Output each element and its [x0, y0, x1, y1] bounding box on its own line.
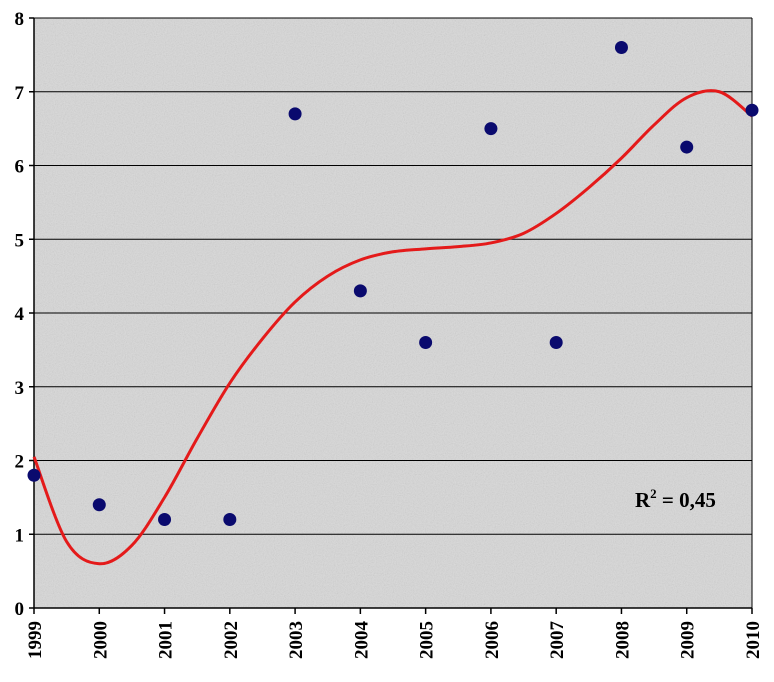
y-tick-label: 5: [15, 230, 25, 251]
x-axis-ticks: 1999 2000 2001 2002 2003 2004 2005 2006 2007 2008…: [25, 608, 764, 659]
data-point: [27, 468, 41, 482]
r2-base: R: [635, 488, 651, 512]
y-tick-label: 7: [15, 83, 25, 104]
y-tick-label: 8: [15, 9, 25, 30]
x-tick-label: 2008: [612, 621, 633, 659]
x-tick-label: 2005: [417, 621, 438, 659]
x-tick-label: 2006: [482, 621, 503, 659]
y-tick-label: 3: [15, 378, 25, 399]
data-point: [353, 284, 367, 298]
r2-superscript: 2: [650, 486, 657, 501]
data-point: [484, 122, 498, 136]
data-point: [680, 140, 694, 154]
r2-value: = 0,45: [657, 488, 716, 512]
x-tick-label: 2000: [90, 621, 111, 659]
data-point: [92, 498, 106, 512]
x-tick-label: 2003: [286, 621, 307, 659]
data-points: [27, 41, 759, 526]
data-point: [419, 336, 433, 349]
gridlines: [34, 17, 752, 535]
data-point: [288, 107, 302, 121]
x-tick-label: 2007: [547, 621, 568, 660]
x-tick-label: 2002: [221, 621, 242, 659]
data-point: [223, 513, 237, 526]
data-point: [158, 513, 172, 526]
x-tick-label: 2004: [351, 621, 372, 660]
r-squared-annotation: R2 = 0,45: [635, 486, 716, 512]
x-tick-label: 1999: [25, 621, 46, 659]
y-tick-label: 1: [15, 525, 25, 546]
x-tick-label: 2009: [678, 621, 699, 659]
y-tick-label: 0: [15, 599, 25, 620]
x-tick-label: 2010: [743, 621, 764, 659]
data-point: [745, 103, 759, 117]
y-axis-ticks: 0 1 2 3 4 5 6 7 8: [15, 9, 34, 620]
y-tick-label: 6: [15, 157, 25, 178]
data-point: [614, 41, 628, 54]
x-tick-label: 2001: [156, 621, 177, 659]
data-point: [549, 336, 563, 349]
y-tick-label: 2: [15, 452, 25, 473]
trendline: [32, 89, 753, 566]
y-tick-label: 4: [15, 304, 25, 325]
